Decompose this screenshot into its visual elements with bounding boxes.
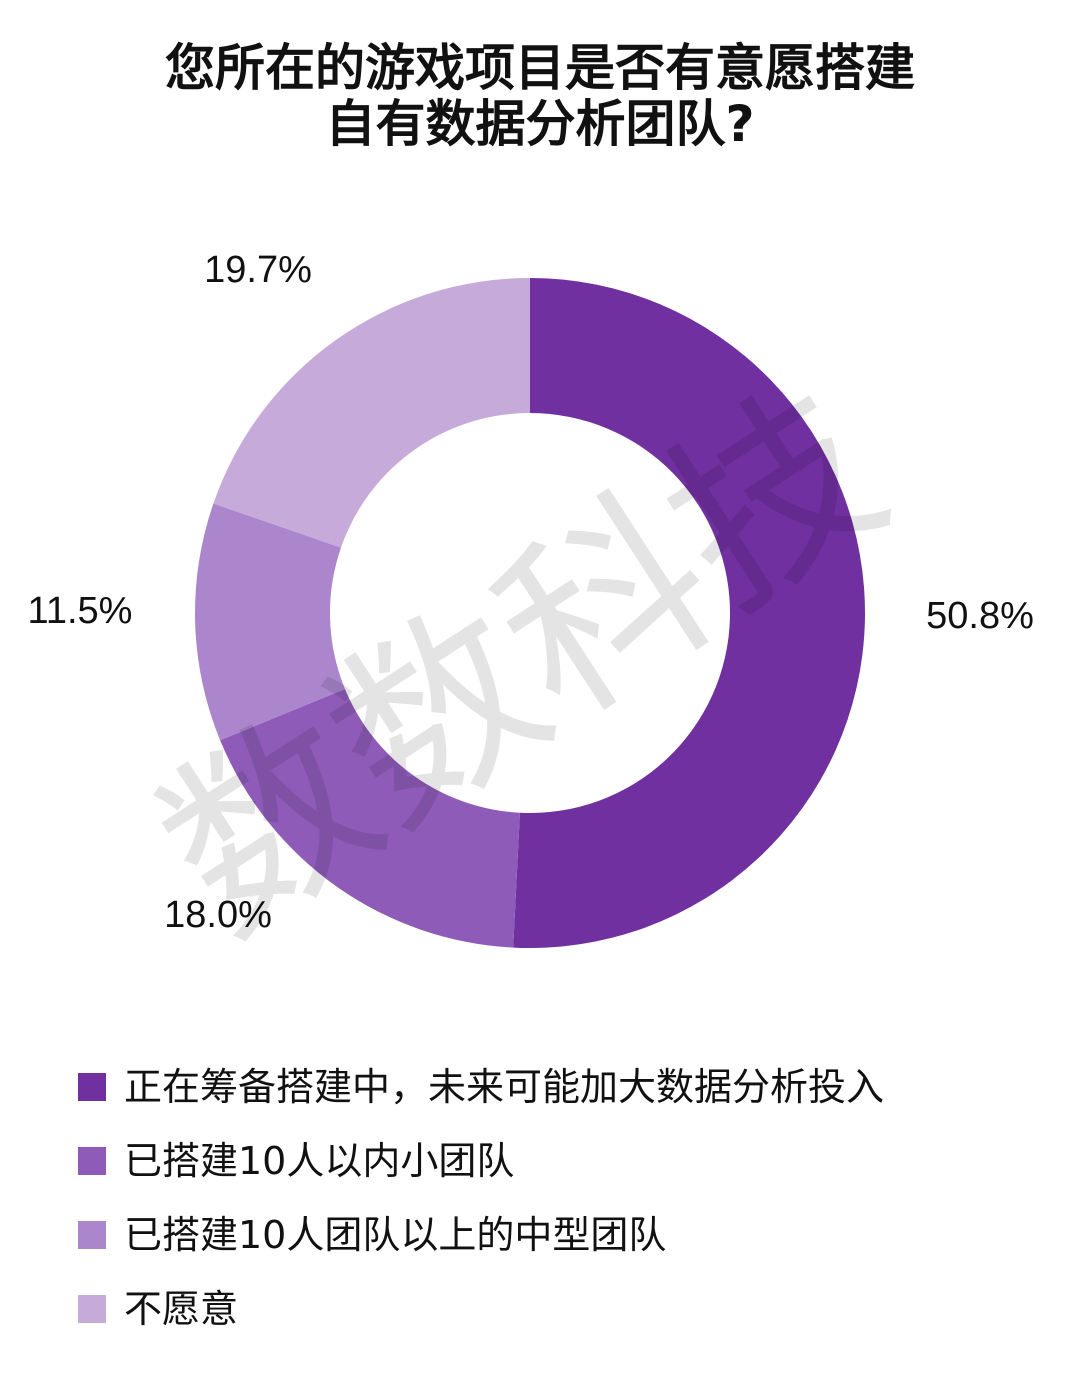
legend-label-3: 已搭建10人团队以上的中型团队	[124, 1213, 667, 1257]
slice-labels: 50.8% 18.0% 11.5% 19.7%	[28, 249, 1034, 936]
donut-slice-1	[513, 278, 865, 948]
chart-title-line-2: 自有数据分析团队?	[325, 95, 755, 153]
legend-label-1: 正在筹备搭建中，未来可能加大数据分析投入	[124, 1065, 885, 1109]
legend-swatch-2	[78, 1147, 106, 1175]
legend-swatch-1	[78, 1073, 106, 1101]
legend-item-3: 已搭建10人团队以上的中型团队	[78, 1198, 1068, 1272]
legend: 正在筹备搭建中，未来可能加大数据分析投入 已搭建10人以内小团队已搭建10人团队以…	[78, 1050, 1068, 1346]
legend-item-2: 已搭建10人以内小团队	[78, 1124, 1068, 1198]
legend-item-1: 正在筹备搭建中，未来可能加大数据分析投入	[78, 1050, 1068, 1124]
chart-title-line-1: 您所在的游戏项目是否有意愿搭建	[165, 39, 915, 97]
slice-value-label-4: 19.7%	[204, 249, 312, 291]
donut-slice-3	[194, 503, 345, 741]
donut-slice-4	[213, 278, 530, 548]
slice-value-label-2: 18.0%	[164, 894, 272, 936]
donut-slices	[194, 278, 865, 948]
legend-swatch-3	[78, 1221, 106, 1249]
legend-swatch-4	[78, 1295, 106, 1323]
legend-label-4: 不愿意	[124, 1287, 239, 1331]
slice-value-label-3: 11.5%	[28, 590, 133, 632]
chart-title: 您所在的游戏项目是否有意愿搭建 自有数据分析团队?	[0, 40, 1080, 152]
donut-slice-2	[220, 688, 520, 948]
slice-value-label-1: 50.8%	[926, 595, 1034, 637]
legend-item-4: 不愿意	[78, 1272, 1068, 1346]
legend-label-2: 已搭建10人以内小团队	[124, 1139, 515, 1183]
